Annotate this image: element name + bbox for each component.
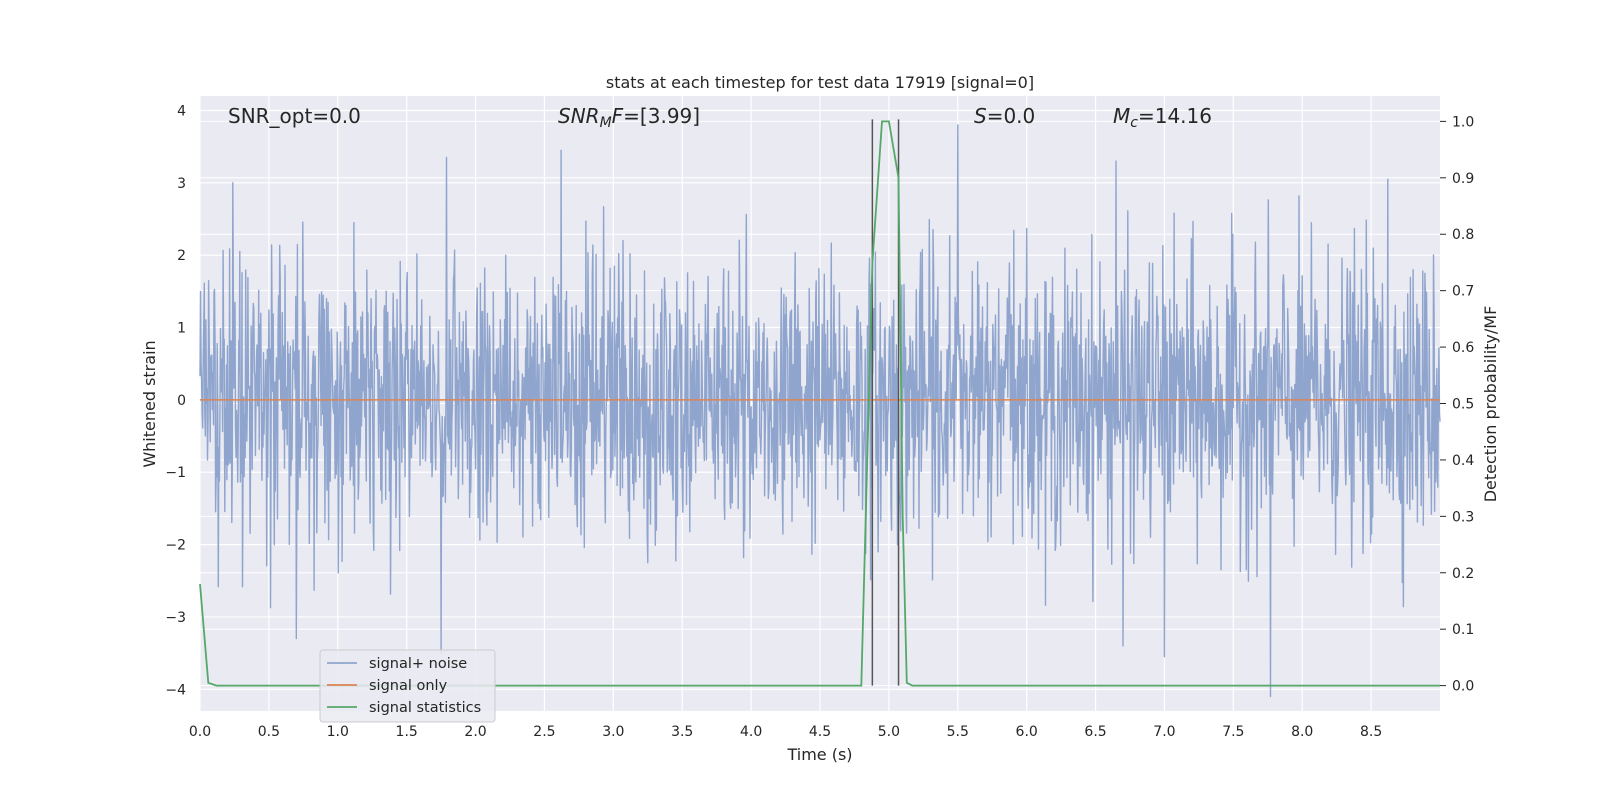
y-right-tick-labels: 1.0 0.9 0.8 0.7 0.6 0.5 0.4 0.3 0.2 0.1 0.0 (1440, 114, 1474, 695)
y-right-tick-label: 0.4 (1452, 453, 1474, 469)
x-tick-label: 5.0 (878, 724, 900, 740)
series-signal-noise (199, 124, 1441, 698)
x-tick-label: 7.5 (1222, 724, 1244, 740)
legend-label-signal-statistics: signal statistics (369, 700, 481, 716)
series-signal-statistics (199, 120, 1440, 687)
y-right-axis-label: Detection probability/MF (1481, 306, 1500, 503)
annotation-snr-mf: SNRMF=[3.99] (558, 104, 700, 131)
legend: signal+ noise signal only signal statist… (319, 649, 496, 723)
x-tick-label: 1.0 (327, 724, 349, 740)
y-tick-label: 2 (177, 248, 186, 264)
y-tick-label: −2 (165, 538, 186, 554)
series-signal-noise-line (199, 124, 1441, 698)
x-tick-label: 4.5 (809, 724, 831, 740)
x-tick-label: 8.5 (1360, 724, 1382, 740)
y-right-tick-label: 0.9 (1452, 171, 1474, 187)
x-tick-label: 0.5 (258, 724, 280, 740)
legend-box (319, 649, 496, 723)
y-right-tick-label: 1.0 (1452, 114, 1474, 130)
y-right-tick-label: 0.3 (1452, 509, 1474, 525)
x-tick-label: 2.5 (533, 724, 555, 740)
y-right-tick-label: 0.7 (1452, 284, 1474, 300)
y-right-tick-label: 0.5 (1452, 397, 1474, 413)
x-tick-label: 3.5 (671, 724, 693, 740)
y-right-tick-label: 0.1 (1452, 622, 1474, 638)
annotation-mc: Mc=14.16 (1113, 104, 1212, 131)
x-tick-label: 7.0 (1153, 724, 1175, 740)
y-right-tick-label: 0.8 (1452, 227, 1474, 243)
y-tick-label: 0 (177, 393, 186, 409)
y-tick-label: 3 (177, 176, 186, 192)
x-tick-label: 5.5 (947, 724, 969, 740)
y-right-tick-label: 0.0 (1452, 679, 1474, 695)
x-tick-label: 3.0 (602, 724, 624, 740)
annotation-snr-opt: SNR_opt=0.0 (228, 104, 361, 128)
y-right-tick-label: 0.2 (1452, 566, 1474, 582)
x-tick-label: 1.5 (396, 724, 418, 740)
legend-label-signal-only: signal only (369, 678, 448, 694)
chart-title: stats at each timestep for test data 179… (606, 73, 1034, 92)
y-tick-labels: 4 3 2 1 0 −1 −2 −3 −4 (165, 103, 186, 698)
legend-label-signal-noise: signal+ noise (369, 656, 467, 672)
x-tick-label: 4.0 (740, 724, 762, 740)
x-tick-label: 6.5 (1084, 724, 1106, 740)
x-axis-label: Time (s) (786, 745, 852, 764)
x-tick-label: 6.0 (1016, 724, 1038, 740)
annotation-s: S=0.0 (974, 104, 1035, 128)
x-tick-label: 2.0 (464, 724, 486, 740)
y-tick-label: −4 (165, 682, 186, 698)
y-tick-label: 1 (177, 321, 186, 337)
x-tick-label: 8.0 (1291, 724, 1313, 740)
y-tick-label: −1 (165, 465, 186, 481)
x-tick-labels: 0.0 0.5 1.0 1.5 2.0 2.5 3.0 3.5 4.0 4.5 5.0 5.5 6.0 6… (189, 724, 1382, 740)
y-right-tick-label: 0.6 (1452, 340, 1474, 356)
y-tick-label: 4 (177, 103, 186, 119)
y-tick-label: −3 (165, 610, 186, 626)
y-axis-label: Whitened strain (140, 340, 159, 467)
x-tick-label: 0.0 (189, 724, 211, 740)
